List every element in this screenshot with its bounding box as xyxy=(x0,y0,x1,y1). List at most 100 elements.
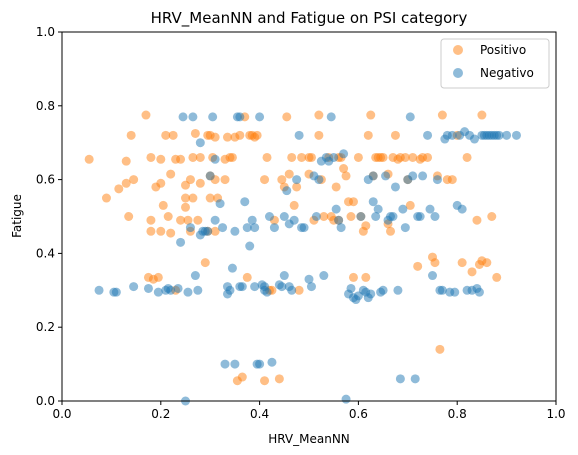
scatter-point-negativo xyxy=(494,130,504,140)
legend-box xyxy=(440,38,550,89)
scatter-point-positivo xyxy=(341,171,351,181)
scatter-point-positivo xyxy=(124,212,134,221)
scatter-point-positivo xyxy=(222,132,232,142)
scatter-point-negativo xyxy=(331,204,341,214)
scatter-point-positivo xyxy=(188,152,198,162)
scatter-point-negativo xyxy=(166,285,176,295)
scatter-point-positivo xyxy=(346,212,356,221)
scatter-point-positivo xyxy=(227,152,237,162)
scatter-point-negativo xyxy=(395,374,405,384)
scatter-point-negativo xyxy=(230,226,240,236)
scatter-point-negativo xyxy=(279,212,289,221)
scatter-point-negativo xyxy=(237,282,247,292)
x-tick-label: 0.8 xyxy=(448,407,467,421)
scatter-point-positivo xyxy=(284,169,294,179)
scatter-point-positivo xyxy=(129,175,139,185)
scatter-point-negativo xyxy=(378,285,388,295)
scatter-point-negativo xyxy=(304,274,314,284)
scatter-point-negativo xyxy=(210,215,220,225)
scatter-point-negativo xyxy=(247,215,257,225)
scatter-point-negativo xyxy=(368,197,378,207)
scatter-point-positivo xyxy=(457,258,467,268)
scatter-point-negativo xyxy=(371,212,381,221)
scatter-point-negativo xyxy=(289,215,299,225)
scatter-point-negativo xyxy=(363,175,373,185)
scatter-point-negativo xyxy=(294,130,304,140)
scatter-point-positivo xyxy=(437,110,447,120)
scatter-point-negativo xyxy=(188,112,198,122)
y-tick-label: 0.2 xyxy=(36,320,55,334)
scatter-point-positivo xyxy=(353,152,363,162)
x-axis-ticks: 0.0 0.2 0.4 0.6 0.8 1.0 xyxy=(52,401,566,421)
scatter-point-positivo xyxy=(462,152,472,162)
scatter-point-positivo xyxy=(319,212,329,221)
scatter-point-negativo xyxy=(250,282,260,292)
scatter-point-positivo xyxy=(361,272,371,282)
scatter-point-positivo xyxy=(287,152,297,162)
scatter-point-positivo xyxy=(176,154,186,164)
scatter-point-negativo xyxy=(356,212,366,221)
scatter-point-positivo xyxy=(386,226,396,236)
scatter-point-positivo xyxy=(153,272,163,282)
scatter-point-negativo xyxy=(279,271,289,281)
scatter-point-negativo xyxy=(469,134,479,144)
scatter-point-negativo xyxy=(393,285,403,295)
scatter-point-positivo xyxy=(314,130,324,140)
scatter-point-positivo xyxy=(366,110,376,120)
scatter-point-positivo xyxy=(176,215,186,225)
scatter-point-positivo xyxy=(237,372,247,382)
scatter-point-negativo xyxy=(215,199,225,209)
scatter-point-positivo xyxy=(183,215,193,225)
scatter-point-positivo xyxy=(252,130,262,140)
scatter-point-negativo xyxy=(292,175,302,185)
scatter-point-positivo xyxy=(348,272,358,282)
scatter-point-positivo xyxy=(262,152,272,162)
scatter-point-negativo xyxy=(511,130,521,140)
scatter-point-positivo xyxy=(260,376,270,386)
scatter-point-negativo xyxy=(430,212,440,221)
scatter-point-positivo xyxy=(408,152,418,162)
scatter-point-negativo xyxy=(94,285,104,295)
scatter-point-negativo xyxy=(329,152,339,162)
scatter-point-positivo xyxy=(163,212,173,221)
scatter-point-positivo xyxy=(168,130,178,140)
scatter-point-positivo xyxy=(210,132,220,142)
scatter-point-negativo xyxy=(245,241,255,251)
scatter-point-negativo xyxy=(336,223,346,233)
scatter-point-negativo xyxy=(373,204,383,214)
scatter-point-negativo xyxy=(205,171,215,181)
scatter-point-negativo xyxy=(432,175,442,185)
scatter-point-positivo xyxy=(146,215,156,225)
scatter-point-negativo xyxy=(418,171,428,181)
y-axis-label: Fatigue xyxy=(10,194,24,238)
scatter-point-positivo xyxy=(472,215,482,225)
y-tick-label: 1.0 xyxy=(36,25,55,39)
scatter-point-positivo xyxy=(121,178,131,188)
scatter-point-positivo xyxy=(156,178,166,188)
scatter-point-negativo xyxy=(381,171,391,181)
scatter-point-negativo xyxy=(190,271,200,281)
scatter-point-positivo xyxy=(126,130,136,140)
scatter-point-negativo xyxy=(423,130,433,140)
scatter-point-positivo xyxy=(161,130,171,140)
scatter-point-positivo xyxy=(277,175,287,185)
x-tick-label: 0.4 xyxy=(250,407,269,421)
scatter-point-negativo xyxy=(400,223,410,233)
scatter-point-positivo xyxy=(114,184,124,194)
scatter-point-negativo xyxy=(264,212,274,221)
plot-frame xyxy=(61,31,557,402)
scatter-point-negativo xyxy=(255,359,265,369)
x-tick-label: 0.2 xyxy=(151,407,170,421)
scatter-point-positivo xyxy=(210,226,220,236)
scatter-point-negativo xyxy=(210,154,220,164)
scatter-point-negativo xyxy=(227,263,237,273)
points-layer xyxy=(84,110,521,406)
scatter-point-positivo xyxy=(294,285,304,295)
scatter-point-positivo xyxy=(363,130,373,140)
scatter-point-positivo xyxy=(447,175,457,185)
scatter-point-negativo xyxy=(255,112,265,122)
scatter-point-negativo xyxy=(240,197,250,207)
scatter-point-negativo xyxy=(447,130,457,140)
legend-marker-positivo xyxy=(453,45,463,55)
